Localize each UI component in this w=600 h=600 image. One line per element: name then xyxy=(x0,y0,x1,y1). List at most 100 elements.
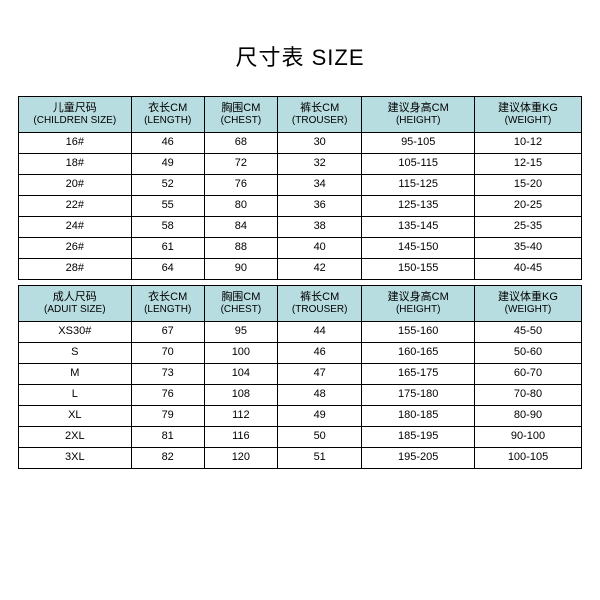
table-row: 28#649042150-15540-45 xyxy=(19,259,582,280)
table-cell: 165-175 xyxy=(362,364,475,385)
table-cell: 116 xyxy=(204,427,277,448)
table-cell: 84 xyxy=(204,217,277,238)
column-header: 衣长CM(LENGTH) xyxy=(131,97,204,133)
table-cell: 44 xyxy=(277,322,361,343)
table-cell: 51 xyxy=(277,448,361,469)
table-cell: 20-25 xyxy=(475,196,582,217)
table-row: L7610848175-18070-80 xyxy=(19,385,582,406)
table-cell: 18# xyxy=(19,154,132,175)
table-cell: 73 xyxy=(131,364,204,385)
table-cell: 180-185 xyxy=(362,406,475,427)
table-cell: 47 xyxy=(277,364,361,385)
table-cell: 64 xyxy=(131,259,204,280)
table-cell: 45-50 xyxy=(475,322,582,343)
table-cell: 61 xyxy=(131,238,204,259)
header-row: 儿童尺码(CHILDREN SIZE)衣长CM(LENGTH)胸围CM(CHES… xyxy=(19,97,582,133)
header-row: 成人尺码(ADUIT SIZE)衣长CM(LENGTH)胸围CM(CHEST)裤… xyxy=(19,286,582,322)
table-cell: 108 xyxy=(204,385,277,406)
table-cell: 40-45 xyxy=(475,259,582,280)
table-cell: XL xyxy=(19,406,132,427)
table-cell: 35-40 xyxy=(475,238,582,259)
table-cell: 68 xyxy=(204,133,277,154)
table-cell: 42 xyxy=(277,259,361,280)
table-cell: 38 xyxy=(277,217,361,238)
table-cell: 46 xyxy=(131,133,204,154)
table-cell: 70-80 xyxy=(475,385,582,406)
column-header: 建议身高CM(HEIGHT) xyxy=(362,286,475,322)
table-row: 24#588438135-14525-35 xyxy=(19,217,582,238)
table-cell: XS30# xyxy=(19,322,132,343)
column-header: 胸围CM(CHEST) xyxy=(204,286,277,322)
column-header: 裤长CM(TROUSER) xyxy=(277,286,361,322)
table-cell: 46 xyxy=(277,343,361,364)
table-cell: 79 xyxy=(131,406,204,427)
table-cell: 95-105 xyxy=(362,133,475,154)
table-cell: 32 xyxy=(277,154,361,175)
table-cell: 95 xyxy=(204,322,277,343)
table-cell: 67 xyxy=(131,322,204,343)
table-cell: 40 xyxy=(277,238,361,259)
table-cell: 48 xyxy=(277,385,361,406)
table-cell: 25-35 xyxy=(475,217,582,238)
table-cell: 20# xyxy=(19,175,132,196)
table-cell: 55 xyxy=(131,196,204,217)
table-cell: 26# xyxy=(19,238,132,259)
table-cell: 36 xyxy=(277,196,361,217)
table-cell: 72 xyxy=(204,154,277,175)
table-cell: 81 xyxy=(131,427,204,448)
table-row: 2XL8111650185-19590-100 xyxy=(19,427,582,448)
table-cell: 100-105 xyxy=(475,448,582,469)
column-header: 胸围CM(CHEST) xyxy=(204,97,277,133)
table-cell: 50-60 xyxy=(475,343,582,364)
table-cell: 49 xyxy=(131,154,204,175)
table-cell: 49 xyxy=(277,406,361,427)
table-cell: 100 xyxy=(204,343,277,364)
table-row: 22#558036125-13520-25 xyxy=(19,196,582,217)
size-table: 儿童尺码(CHILDREN SIZE)衣长CM(LENGTH)胸围CM(CHES… xyxy=(18,96,582,469)
table-cell: 105-115 xyxy=(362,154,475,175)
table-cell: 104 xyxy=(204,364,277,385)
table-row: 26#618840145-15035-40 xyxy=(19,238,582,259)
column-header: 建议身高CM(HEIGHT) xyxy=(362,97,475,133)
table-cell: 145-150 xyxy=(362,238,475,259)
table-cell: 150-155 xyxy=(362,259,475,280)
column-header: 裤长CM(TROUSER) xyxy=(277,97,361,133)
table-cell: 175-180 xyxy=(362,385,475,406)
table-cell: S xyxy=(19,343,132,364)
table-row: 16#46683095-10510-12 xyxy=(19,133,582,154)
table-cell: 80-90 xyxy=(475,406,582,427)
table-row: XS30#679544155-16045-50 xyxy=(19,322,582,343)
table-row: S7010046160-16550-60 xyxy=(19,343,582,364)
table-row: M7310447165-17560-70 xyxy=(19,364,582,385)
table-cell: 195-205 xyxy=(362,448,475,469)
table-cell: 24# xyxy=(19,217,132,238)
table-cell: 125-135 xyxy=(362,196,475,217)
table-cell: 28# xyxy=(19,259,132,280)
table-cell: 34 xyxy=(277,175,361,196)
table-cell: 10-12 xyxy=(475,133,582,154)
table-cell: 88 xyxy=(204,238,277,259)
table-cell: 155-160 xyxy=(362,322,475,343)
table-cell: 90-100 xyxy=(475,427,582,448)
table-cell: 82 xyxy=(131,448,204,469)
page-title: 尺寸表 SIZE xyxy=(235,40,364,72)
table-row: XL7911249180-18580-90 xyxy=(19,406,582,427)
table-cell: 112 xyxy=(204,406,277,427)
table-cell: 52 xyxy=(131,175,204,196)
table-cell: 2XL xyxy=(19,427,132,448)
table-cell: 22# xyxy=(19,196,132,217)
table-cell: 76 xyxy=(131,385,204,406)
table-cell: 30 xyxy=(277,133,361,154)
table-row: 20#527634115-12515-20 xyxy=(19,175,582,196)
table-cell: 80 xyxy=(204,196,277,217)
column-header: 儿童尺码(CHILDREN SIZE) xyxy=(19,97,132,133)
table-cell: L xyxy=(19,385,132,406)
table-cell: M xyxy=(19,364,132,385)
table-cell: 185-195 xyxy=(362,427,475,448)
column-header: 成人尺码(ADUIT SIZE) xyxy=(19,286,132,322)
table-cell: 90 xyxy=(204,259,277,280)
table-cell: 160-165 xyxy=(362,343,475,364)
table-cell: 16# xyxy=(19,133,132,154)
table-cell: 50 xyxy=(277,427,361,448)
table-cell: 135-145 xyxy=(362,217,475,238)
